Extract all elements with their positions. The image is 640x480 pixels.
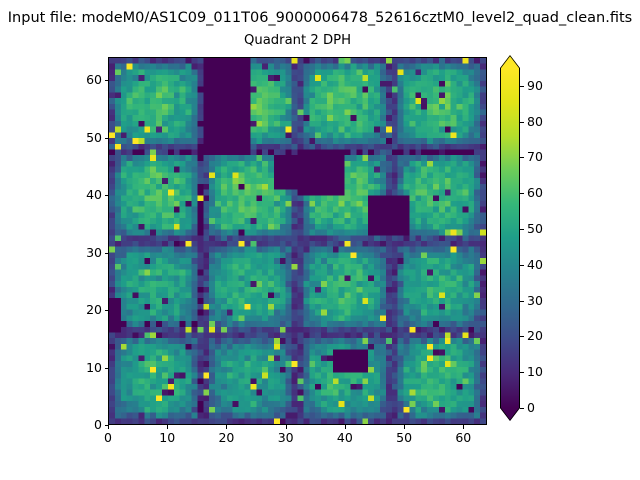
x-tick-mark (404, 425, 406, 429)
y-tick-label: 10 (86, 359, 102, 375)
heatmap-axes[interactable] (108, 57, 487, 425)
axes-title: Quadrant 2 DPH (243, 33, 352, 48)
figure-suptitle-container: Input file: modeM0/AS1C09_011T06_9000006… (0, 7, 640, 29)
colorbar-tick-label: 0 (527, 400, 535, 415)
colorbar-tick-label: 70 (527, 149, 543, 165)
colorbar-tick-label: 80 (527, 113, 543, 129)
colorbar-tick-mark (520, 193, 524, 195)
x-tick-mark (167, 425, 169, 429)
colorbar-tick-mark (520, 157, 524, 159)
colorbar-tick-mark (520, 408, 524, 409)
y-tick-mark (104, 80, 108, 81)
y-tick-label: 60 (86, 72, 102, 87)
colorbar-tick-label: 90 (527, 77, 543, 93)
x-tick-label: 50 (396, 430, 413, 445)
y-tick-mark (104, 137, 108, 139)
colorbar-tick-label: 60 (527, 185, 543, 201)
heatmap-image[interactable] (109, 58, 486, 424)
colorbar-tick-label: 30 (527, 292, 543, 308)
colorbar-extend-max-arrow (500, 55, 520, 68)
colorbar-tick-label: 20 (527, 328, 543, 344)
x-tick-mark (344, 425, 346, 429)
x-tick-label: 0 (104, 430, 112, 445)
x-tick-label: 30 (277, 430, 294, 445)
y-tick-label: 50 (86, 129, 102, 145)
x-tick-mark (108, 425, 109, 429)
colorbar-tick-label: 50 (527, 221, 543, 237)
colorbar-tick-label: 10 (527, 364, 543, 380)
colorbar-tick-mark (520, 300, 524, 302)
colorbar-tick-mark (520, 372, 524, 374)
x-tick-label: 40 (336, 430, 353, 445)
colorbar-gradient (500, 68, 520, 408)
y-tick-mark (104, 195, 108, 196)
x-tick-label: 10 (159, 430, 176, 445)
colorbar-tick-label: 40 (527, 256, 543, 272)
colorbar[interactable] (500, 55, 520, 427)
y-tick-label: 0 (94, 417, 102, 432)
x-tick-mark (226, 425, 228, 429)
y-tick-mark (104, 425, 108, 426)
x-tick-label: 20 (218, 430, 235, 445)
figure-suptitle: Input file: modeM0/AS1C09_011T06_9000006… (7, 10, 633, 26)
x-tick-mark (285, 425, 287, 429)
y-tick-label: 20 (86, 302, 102, 317)
colorbar-extend-min-arrow (500, 408, 520, 421)
colorbar-tick-mark (520, 85, 524, 87)
y-tick-label: 30 (86, 244, 102, 260)
x-tick-label: 60 (455, 430, 472, 445)
y-tick-mark (104, 252, 108, 254)
colorbar-tick-mark (520, 229, 524, 231)
y-tick-label: 40 (86, 187, 102, 202)
colorbar-tick-mark (520, 336, 524, 338)
colorbar-tick-mark (520, 264, 524, 266)
y-tick-mark (104, 367, 108, 369)
x-tick-mark (463, 425, 465, 429)
y-tick-mark (104, 310, 108, 311)
colorbar-tick-mark (520, 121, 524, 123)
